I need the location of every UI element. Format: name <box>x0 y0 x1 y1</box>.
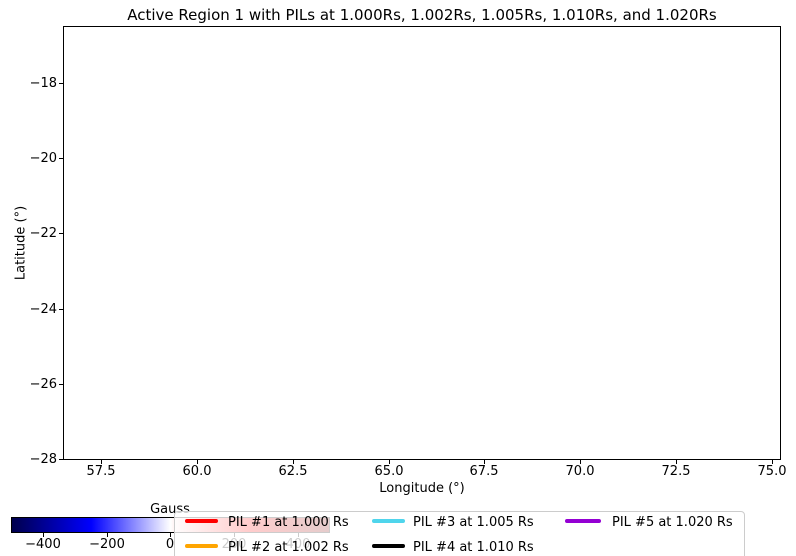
plot-area <box>63 26 781 460</box>
y-tick-mark <box>59 233 63 234</box>
legend-label-pil2: PIL #2 at 1.002 Rs <box>228 540 349 555</box>
x-tick-label: 65.0 <box>374 464 404 479</box>
y-tick-label: −24 <box>29 302 57 317</box>
x-tick-label: 60.0 <box>182 464 212 479</box>
chart-title: Active Region 1 with PILs at 1.000Rs, 1.… <box>127 6 717 24</box>
y-tick-label: −28 <box>29 452 57 467</box>
y-tick-label: −26 <box>29 377 57 392</box>
x-tick-label: 70.0 <box>565 464 595 479</box>
y-tick-mark <box>59 158 63 159</box>
legend-line-pil1 <box>185 519 218 523</box>
y-tick-mark <box>59 83 63 84</box>
colorbar-tick-label: −400 <box>25 537 61 552</box>
y-tick-label: −18 <box>29 76 57 91</box>
x-tick-mark <box>484 460 485 464</box>
y-tick-mark <box>59 384 63 385</box>
colorbar-tick-label: 0 <box>165 537 175 552</box>
colorbar-tick-mark <box>43 533 44 537</box>
y-tick-mark <box>59 309 63 310</box>
x-tick-mark <box>197 460 198 464</box>
x-tick-label: 62.5 <box>278 464 308 479</box>
legend-line-pil4 <box>372 544 405 548</box>
legend-label-pil5: PIL #5 at 1.020 Rs <box>612 515 733 530</box>
legend-line-pil5 <box>565 519 601 523</box>
y-tick-mark <box>59 459 63 460</box>
legend-label-pil1: PIL #1 at 1.000 Rs <box>228 515 349 530</box>
x-tick-mark <box>101 460 102 464</box>
colorbar-tick-label: −200 <box>89 537 125 552</box>
y-tick-label: −22 <box>29 226 57 241</box>
x-tick-mark <box>676 460 677 464</box>
x-tick-mark <box>293 460 294 464</box>
legend-line-pil2 <box>185 544 218 548</box>
colorbar-tick-mark <box>107 533 108 537</box>
x-tick-mark <box>389 460 390 464</box>
legend <box>174 511 745 556</box>
x-tick-label: 72.5 <box>661 464 691 479</box>
x-tick-label: 75.0 <box>757 464 787 479</box>
x-tick-label: 57.5 <box>86 464 116 479</box>
x-tick-mark <box>772 460 773 464</box>
colorbar-tick-mark <box>170 533 171 537</box>
y-tick-label: −20 <box>29 151 57 166</box>
legend-label-pil3: PIL #3 at 1.005 Rs <box>413 515 534 530</box>
x-tick-mark <box>580 460 581 464</box>
legend-line-pil3 <box>372 519 405 523</box>
x-axis-label: Longitude (°) <box>379 481 465 496</box>
x-tick-label: 67.5 <box>469 464 499 479</box>
y-axis-label: Latitude (°) <box>13 205 29 281</box>
legend-label-pil4: PIL #4 at 1.010 Rs <box>413 540 534 555</box>
